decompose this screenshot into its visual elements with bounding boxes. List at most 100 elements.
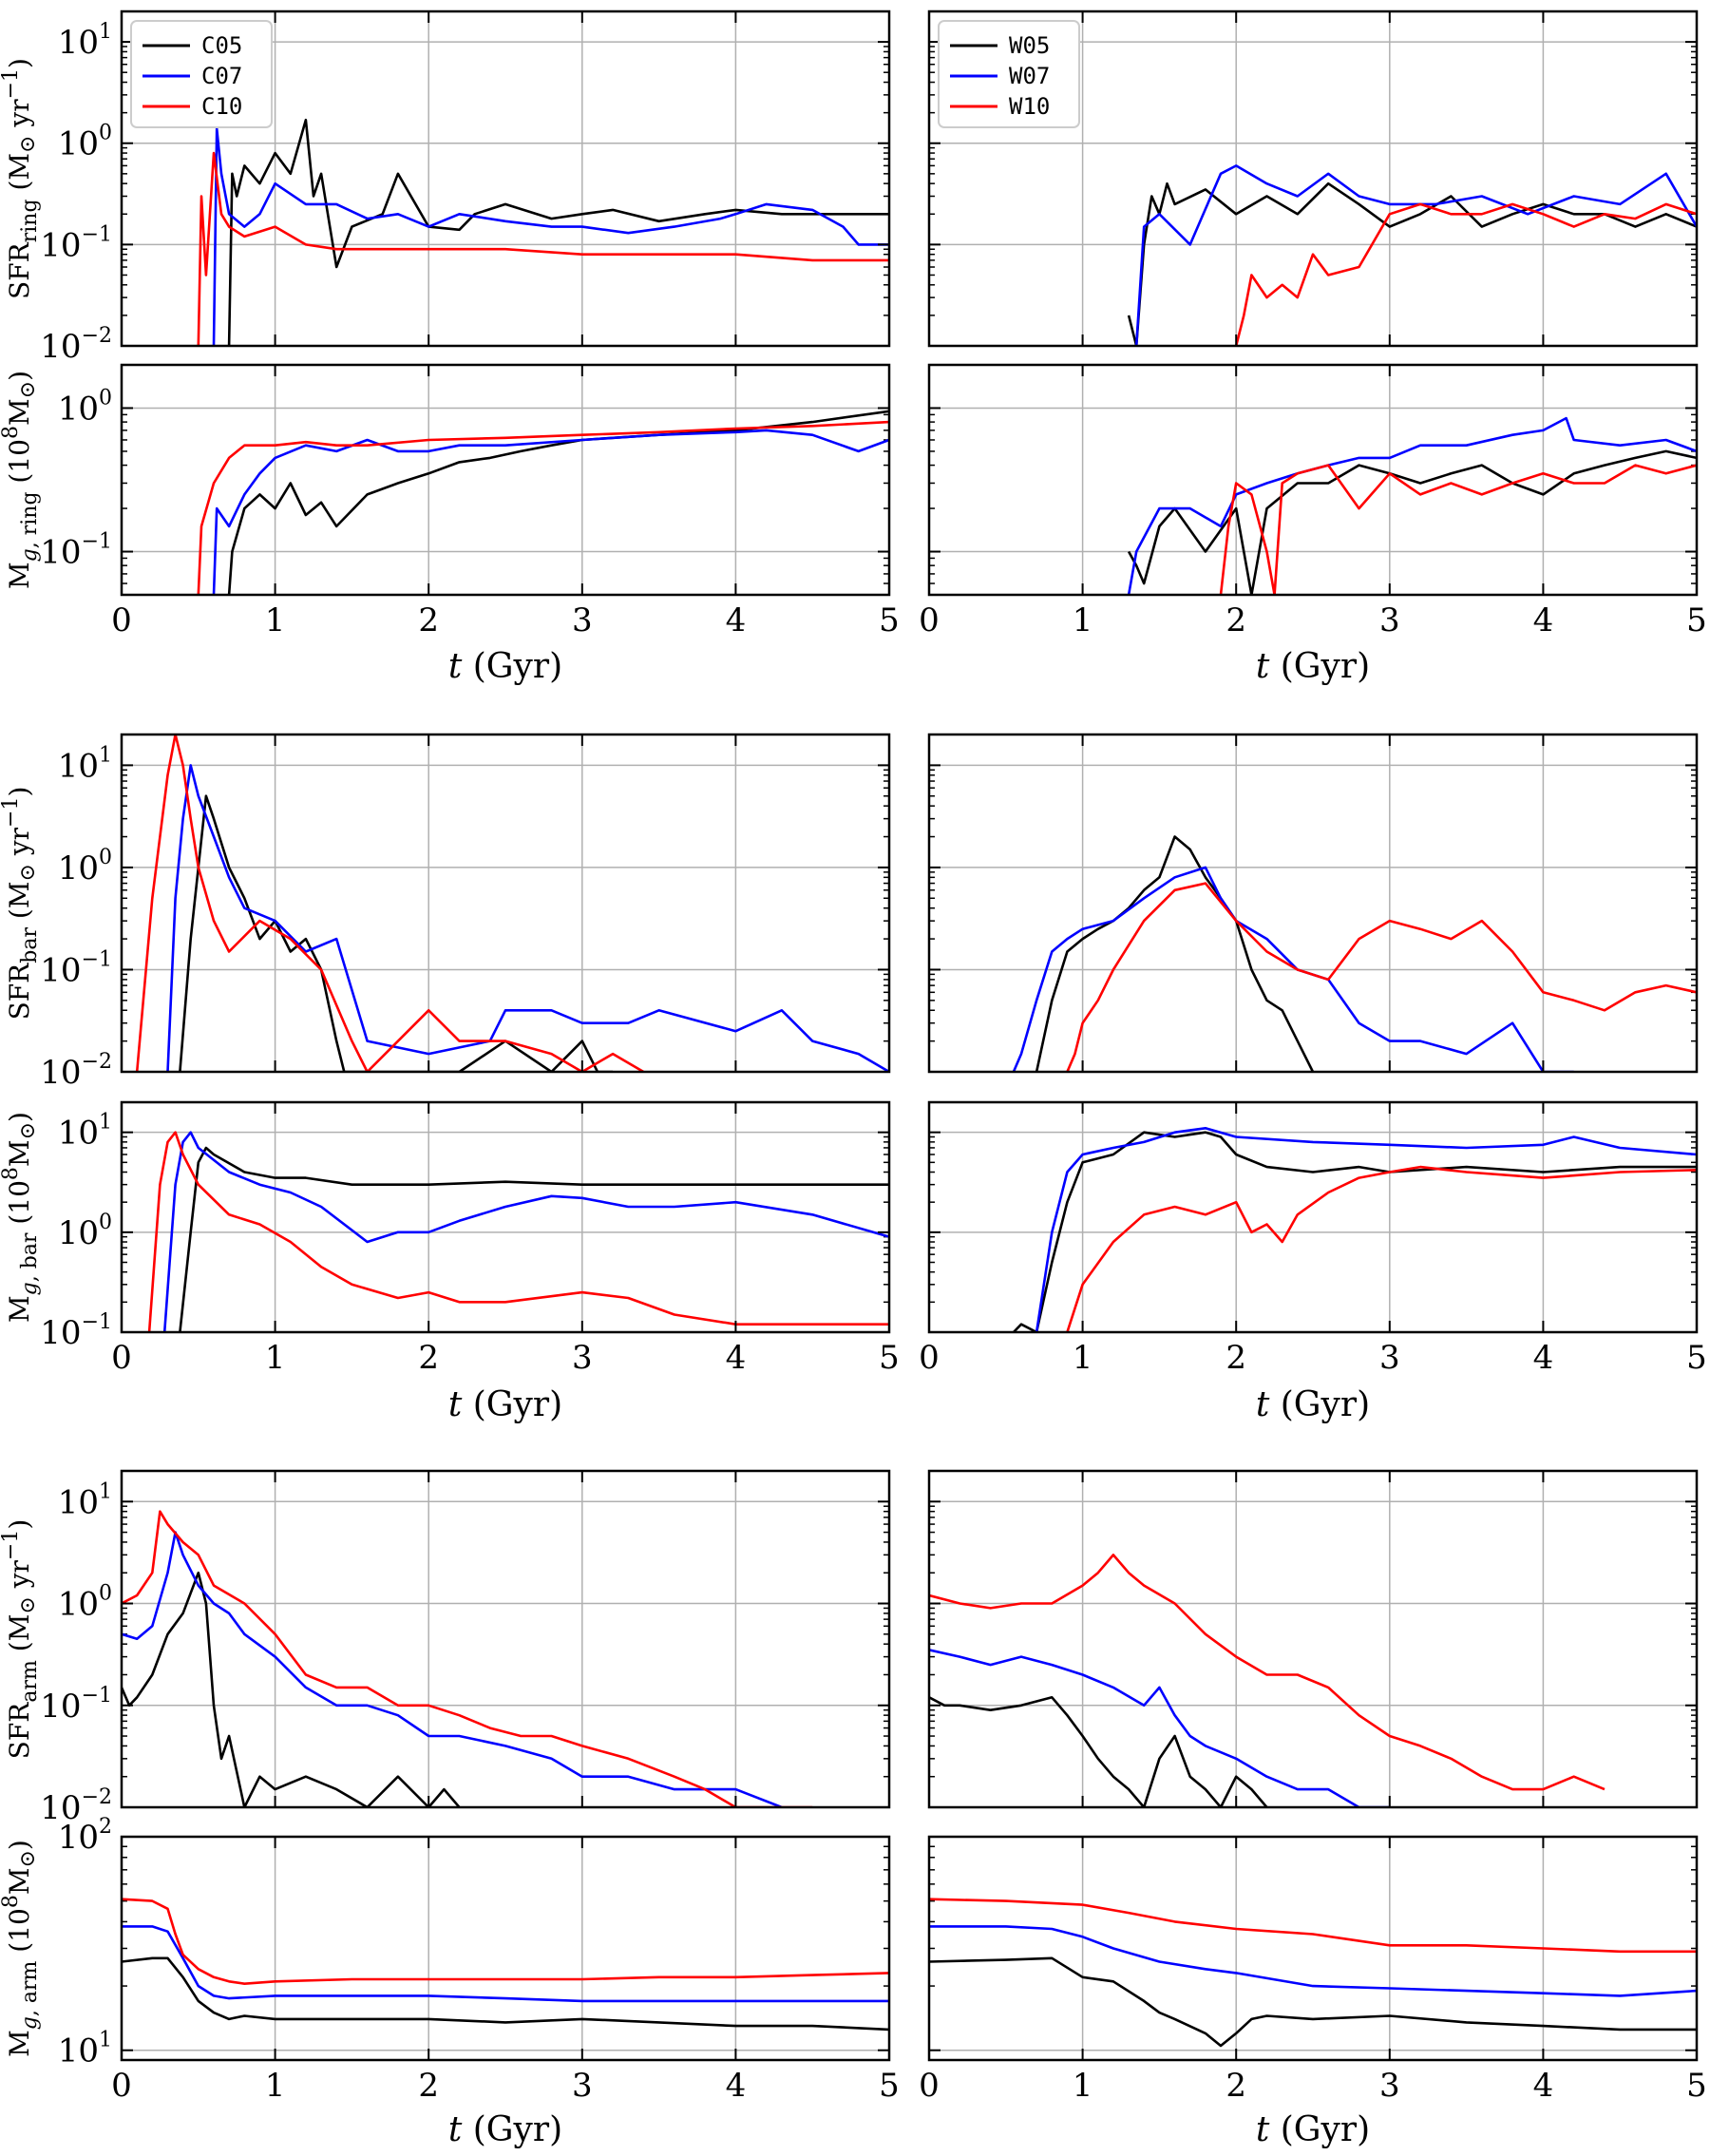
legend-label-C05: C05 bbox=[201, 32, 242, 59]
x-tick-label: 0 bbox=[111, 1339, 132, 1377]
x-tick-label: 5 bbox=[879, 601, 900, 639]
series-line-C10 bbox=[147, 1131, 889, 1332]
panel-bar-sfr-warm bbox=[927, 733, 1699, 1074]
series-group bbox=[1127, 164, 1697, 346]
x-tick-label: 4 bbox=[726, 1339, 747, 1377]
axes-frame bbox=[927, 1469, 1699, 1809]
x-tick-label: 3 bbox=[1379, 1339, 1400, 1377]
y-tick-label: 101 bbox=[58, 743, 112, 785]
y-tick-label: 10−2 bbox=[40, 1785, 112, 1827]
x-tick-label: 0 bbox=[919, 2067, 940, 2105]
x-tick-label: 4 bbox=[1533, 601, 1554, 639]
x-tick-label: 2 bbox=[1226, 601, 1246, 639]
series-line-W05 bbox=[1035, 835, 1315, 1072]
series-group bbox=[197, 118, 889, 346]
series-line-C07 bbox=[212, 429, 889, 595]
series-line-W05 bbox=[1127, 181, 1697, 346]
x-tick-label: 1 bbox=[265, 601, 286, 639]
x-tick-label: 1 bbox=[265, 1339, 286, 1377]
y-axis-label: Mg, ring (108M⊙) bbox=[0, 371, 42, 589]
series-group bbox=[1127, 416, 1697, 595]
x-tick-label: 3 bbox=[572, 601, 593, 639]
x-tick-label: 4 bbox=[1533, 1339, 1554, 1377]
legend-label-C10: C10 bbox=[201, 93, 242, 120]
series-line-C05 bbox=[227, 118, 889, 346]
legend-box bbox=[130, 20, 273, 128]
series-line-C05 bbox=[227, 410, 889, 595]
panel-bar-mgas-warm: 0 1 2 3 4 5 t (Gyr) bbox=[919, 1100, 1707, 1424]
series-line-W05 bbox=[1012, 1131, 1697, 1332]
series-line-C07 bbox=[166, 764, 889, 1072]
y-tick-label: 100 bbox=[58, 386, 112, 428]
x-tick-label: 5 bbox=[879, 2067, 900, 2105]
x-tick-label: 3 bbox=[572, 1339, 593, 1377]
series-line-W05 bbox=[1127, 449, 1697, 595]
panel-arm-sfr-warm bbox=[927, 1469, 1699, 1809]
y-tick-label: 10−2 bbox=[40, 324, 112, 366]
y-tick-label: 10−1 bbox=[40, 530, 112, 572]
x-tick-label: 1 bbox=[265, 2067, 286, 2105]
series-group bbox=[1012, 1127, 1697, 1332]
x-tick-label: 2 bbox=[418, 2067, 439, 2105]
series-line-W07 bbox=[1035, 1127, 1697, 1332]
x-axis-label: t (Gyr) bbox=[448, 647, 562, 686]
series-line-C07 bbox=[122, 1531, 783, 1807]
series-group bbox=[929, 1554, 1606, 1807]
panel-arm-mgas-cold: 101 102 0 1 2 3 4 5 t (Gyr) Mg, arm (108M⊙) bbox=[0, 1815, 900, 2149]
legend: W05 W07 W10 bbox=[938, 20, 1080, 128]
axes-frame bbox=[927, 733, 1699, 1074]
axes-frame bbox=[120, 363, 891, 597]
series-group bbox=[1012, 835, 1697, 1072]
x-tick-label: 5 bbox=[1686, 1339, 1707, 1377]
series-group bbox=[147, 1131, 889, 1332]
series-line-C05 bbox=[179, 794, 614, 1072]
axes-frame bbox=[120, 10, 891, 348]
axes-frame bbox=[120, 1100, 891, 1334]
y-tick-label: 101 bbox=[58, 20, 112, 62]
x-axis-label: t (Gyr) bbox=[448, 1385, 562, 1424]
y-tick-label: 10−2 bbox=[40, 1050, 112, 1092]
panel-ring-mgas-warm: 0 1 2 3 4 5 t (Gyr) bbox=[919, 363, 1707, 686]
axes-frame bbox=[927, 1835, 1699, 2062]
x-tick-label: 4 bbox=[726, 601, 747, 639]
y-tick-label: 100 bbox=[58, 122, 112, 163]
legend: C05 C07 C10 bbox=[130, 20, 273, 128]
x-tick-label: 2 bbox=[1226, 1339, 1246, 1377]
series-line-C10 bbox=[122, 1510, 813, 1807]
legend-label-W05: W05 bbox=[1009, 32, 1050, 59]
x-tick-label: 3 bbox=[572, 2067, 593, 2105]
x-tick-label: 0 bbox=[111, 601, 132, 639]
y-tick-label: 10−1 bbox=[40, 1684, 112, 1726]
x-tick-label: 0 bbox=[111, 2067, 132, 2105]
x-tick-label: 5 bbox=[1686, 2067, 1707, 2105]
y-tick-label: 100 bbox=[58, 846, 112, 887]
y-tick-label: 100 bbox=[58, 1211, 112, 1252]
panel-arm-sfr-cold: 10−2 10−1 100 101 SFRarm (M⊙ yr−1) bbox=[0, 1469, 891, 1827]
series-line-W10 bbox=[1066, 882, 1697, 1072]
x-tick-label: 2 bbox=[1226, 2067, 1246, 2105]
series-line-W10 bbox=[929, 1898, 1697, 1954]
legend-label-W07: W07 bbox=[1009, 63, 1050, 89]
series-line-C10 bbox=[197, 151, 889, 346]
panel-bar-sfr-cold: 10−2 10−1 100 101 SFRbar (M⊙ yr−1) bbox=[0, 733, 891, 1092]
series-line-C07 bbox=[162, 1131, 889, 1332]
series-line-W10 bbox=[929, 1554, 1606, 1791]
x-tick-label: 5 bbox=[1686, 601, 1707, 639]
x-tick-label: 2 bbox=[418, 601, 439, 639]
axes-frame bbox=[927, 10, 1699, 348]
y-tick-label: 102 bbox=[58, 1815, 112, 1857]
series-line-C10 bbox=[122, 1898, 889, 1985]
series-group bbox=[122, 1510, 813, 1807]
panel-ring-sfr-warm: W05 W07 W10 bbox=[927, 10, 1699, 348]
y-tick-label: 10−1 bbox=[40, 947, 112, 989]
x-tick-label: 1 bbox=[1073, 601, 1093, 639]
y-tick-label: 101 bbox=[58, 2029, 112, 2070]
y-axis-label: SFRbar (M⊙ yr−1) bbox=[0, 787, 42, 1021]
panel-ring-mgas-cold: 10−1 100 0 1 2 3 4 5 t (Gyr) Mg, ring (108M⊙) bbox=[0, 363, 900, 686]
y-tick-label: 101 bbox=[58, 1111, 112, 1153]
series-line-C07 bbox=[122, 1925, 889, 2003]
axes-frame bbox=[120, 1469, 891, 1809]
series-line-W10 bbox=[1234, 202, 1697, 346]
